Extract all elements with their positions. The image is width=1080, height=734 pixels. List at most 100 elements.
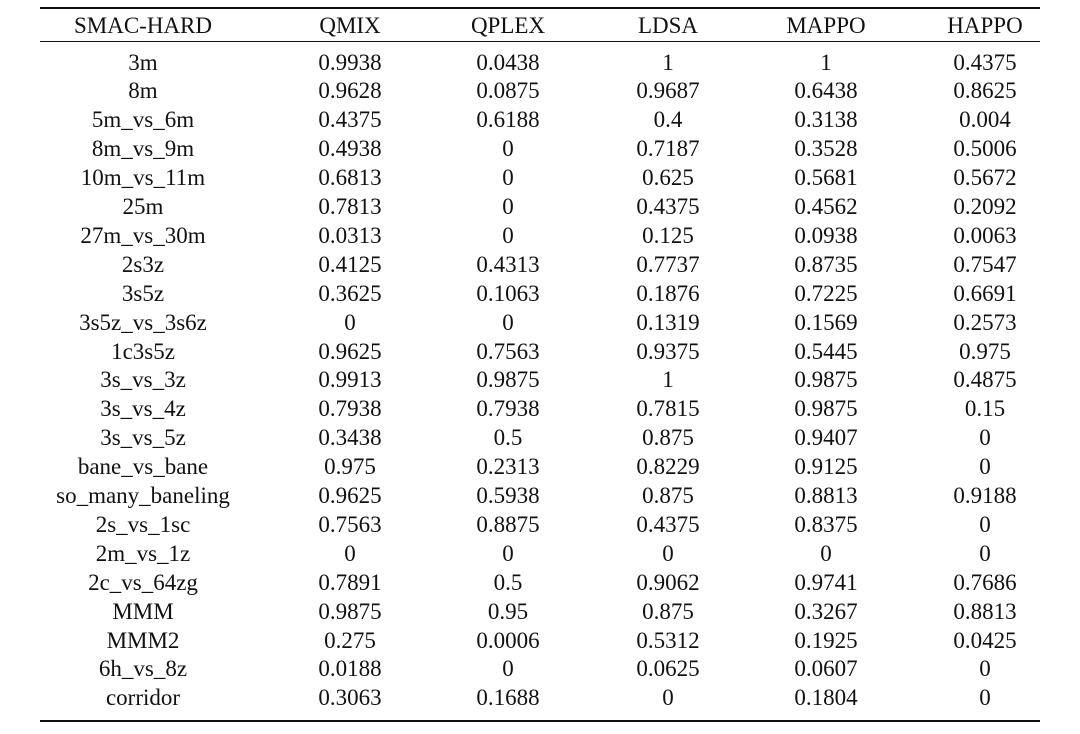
table-cell: 1: [662, 49, 674, 75]
table-cell: 0.15: [964, 396, 1006, 422]
bottom-rule: [40, 720, 1040, 722]
table-cell: 0.625: [642, 165, 694, 191]
row-label: 2c_vs_64zg: [88, 569, 198, 595]
table-cell: 0.4: [653, 107, 683, 133]
table-cell: 0.0875: [476, 78, 540, 104]
table-cell: 0: [502, 656, 514, 682]
table-cell: 0.0425: [953, 627, 1017, 653]
table-cell: 0.0607: [794, 656, 858, 682]
table-cell: 0: [502, 136, 514, 162]
row-label: 3s5z: [121, 280, 165, 306]
row-label: MMM2: [106, 627, 180, 653]
table-cell: 0.4562: [794, 194, 858, 219]
table-cell: 0.4938: [318, 136, 382, 162]
table-cell: 0.5: [493, 425, 523, 451]
table-cell: 0.6691: [953, 280, 1017, 306]
table-cell: 0: [979, 425, 991, 451]
table-cell: 0.8625: [953, 78, 1017, 104]
table-cell: 0.875: [642, 483, 694, 508]
table-cell: 0.875: [642, 425, 694, 451]
table-cell: 0.0313: [318, 222, 382, 248]
table-cell: 0.8813: [953, 598, 1017, 624]
table-cell: 0.2313: [476, 454, 540, 480]
top-rule: [40, 7, 1040, 9]
table-cell: 0.3528: [794, 136, 858, 162]
table-cell: 0.7686: [953, 569, 1017, 595]
table-cell: 0: [662, 540, 674, 566]
table-cell: 0.0938: [794, 222, 858, 248]
table-cell: 0.5672: [953, 165, 1017, 191]
table-cell: 0.125: [642, 222, 694, 248]
table-cell: 0.0006: [476, 627, 540, 653]
table-cell: 0.4313: [476, 251, 540, 277]
table-cell: 0.9913: [318, 367, 382, 393]
table-cell: 0.275: [324, 627, 376, 653]
table-cell: 0: [502, 540, 514, 566]
row-label: corridor: [105, 685, 181, 711]
table-cell: 0.7891: [318, 569, 382, 595]
table-cell: 1: [820, 49, 832, 75]
table-cell: 0.0188: [318, 656, 382, 682]
table-cell: 0.7547: [953, 251, 1017, 277]
row-label: 3s_vs_3z: [100, 367, 186, 393]
row-label: 3s_vs_4z: [100, 396, 186, 422]
table-cell: 0.9625: [318, 338, 382, 364]
table-cell: 0.7815: [636, 396, 700, 422]
table-cell: 0.9687: [636, 78, 700, 104]
table-cell: 0.7563: [476, 338, 540, 364]
table-cell: 0.7813: [318, 194, 382, 219]
table-cell: 0.4375: [636, 194, 700, 219]
table-cell: 0.3267: [794, 598, 858, 624]
row-label: 3s5z_vs_3s6z: [79, 309, 207, 335]
table-cell: 0.9125: [794, 454, 858, 480]
table-cell: 0.0438: [476, 49, 540, 75]
table-cell: 0.1876: [636, 280, 700, 306]
row-label: 6h_vs_8z: [98, 656, 188, 682]
table-cell: 0.975: [959, 338, 1011, 364]
column-header: LDSA: [637, 12, 699, 38]
table-cell: 0.9062: [636, 569, 700, 595]
table-cell: 0.7938: [318, 396, 382, 422]
row-label: 8m_vs_9m: [91, 136, 195, 162]
table-cell: 0.9875: [794, 396, 858, 422]
column-header: SMAC-HARD: [73, 12, 213, 38]
column-header: HAPPO: [947, 12, 1023, 38]
table-cell: 0: [344, 309, 356, 335]
table-cell: 0.3138: [794, 107, 858, 133]
table-cell: 0.1569: [794, 309, 858, 335]
table-cell: 0.9938: [318, 49, 382, 75]
table-cell: 0.9875: [476, 367, 540, 393]
table-cell: 0.7737: [636, 251, 700, 277]
table-cell: 0.5445: [794, 338, 858, 364]
table-cell: 0.5312: [636, 627, 700, 653]
row-label: so_many_baneling: [56, 483, 230, 508]
table-cell: 0: [344, 540, 356, 566]
table-cell: 0.8813: [794, 483, 858, 508]
table-cell: 0: [502, 222, 514, 248]
table-cell: 0.7563: [318, 511, 382, 537]
table-cell: 0.95: [487, 598, 529, 624]
table-cell: 0: [979, 454, 991, 480]
row-label: 2m_vs_1z: [95, 540, 191, 566]
row-label: 10m_vs_11m: [80, 165, 206, 191]
table-cell: 0.2092: [953, 194, 1017, 219]
table-cell: 0: [979, 685, 991, 711]
table-cell: 0: [979, 511, 991, 537]
table-cell: 0.9407: [794, 425, 858, 451]
table-cell: 0.6813: [318, 165, 382, 191]
table-cell: 0.0063: [953, 222, 1017, 248]
table-cell: 0.3063: [318, 685, 382, 711]
table-cell: 0: [502, 165, 514, 191]
table-cell: 0.9628: [318, 78, 382, 104]
column-header: MAPPO: [786, 12, 866, 38]
table-cell: 0: [820, 540, 832, 566]
table-cell: 0.1804: [794, 685, 858, 711]
row-label: 27m_vs_30m: [80, 222, 206, 248]
table-cell: 0.4375: [636, 511, 700, 537]
table-cell: 0.9188: [953, 483, 1017, 508]
row-label: 2s_vs_1sc: [95, 511, 191, 537]
table-cell: 0.4375: [318, 107, 382, 133]
table-cell: 0.5006: [953, 136, 1017, 162]
table-cell: 0.8875: [476, 511, 540, 537]
row-label: 5m_vs_6m: [91, 107, 195, 133]
